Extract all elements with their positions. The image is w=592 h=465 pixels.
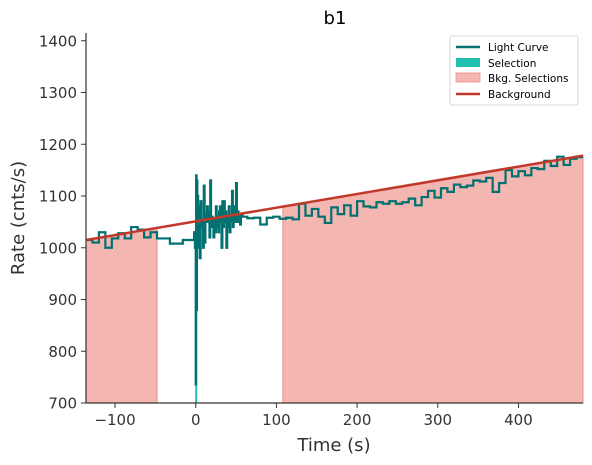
legend-background-label: Background [488, 89, 551, 101]
bkg-selection-region [282, 155, 584, 404]
light-curve-series [86, 155, 583, 386]
x-tick-label: 300 [423, 411, 452, 429]
legend-bkg-selections-swatch [455, 72, 481, 83]
x-tick-label: 400 [504, 411, 533, 429]
y-ticks: 700 800 900 1000 1100 1200 1300 1400 [39, 32, 86, 413]
x-tick-label: 0 [191, 411, 201, 429]
axes [85, 33, 583, 404]
legend-selection-swatch [456, 58, 480, 67]
y-axis-label: Rate (cnts/s) [8, 161, 29, 275]
y-tick-label: 1100 [39, 188, 77, 206]
legend: Light Curve Selection Bkg. Selections Ba… [449, 35, 579, 106]
legend-bkg-selections-label: Bkg. Selections [488, 73, 568, 85]
chart-title: b1 [324, 8, 347, 29]
x-axis-label: Time (s) [296, 435, 370, 456]
y-tick-label: 1000 [39, 239, 77, 257]
y-tick-label: 800 [48, 343, 77, 361]
x-tick-label: 200 [343, 411, 372, 429]
legend-selection-label: Selection [488, 58, 536, 70]
x-ticks: −100 0 100 200 300 400 [94, 403, 533, 429]
y-tick-label: 1300 [39, 84, 77, 102]
bkg-selection-region [85, 227, 158, 404]
legend-light-curve-label: Light Curve [488, 42, 549, 54]
x-tick-label: 100 [262, 411, 291, 429]
y-tick-label: 700 [48, 395, 77, 413]
legend-box [449, 35, 579, 106]
y-tick-label: 900 [48, 291, 77, 309]
y-tick-label: 1200 [39, 136, 77, 154]
background-series [85, 154, 584, 242]
y-tick-label: 1400 [39, 32, 77, 50]
x-tick-label: −100 [94, 411, 135, 429]
